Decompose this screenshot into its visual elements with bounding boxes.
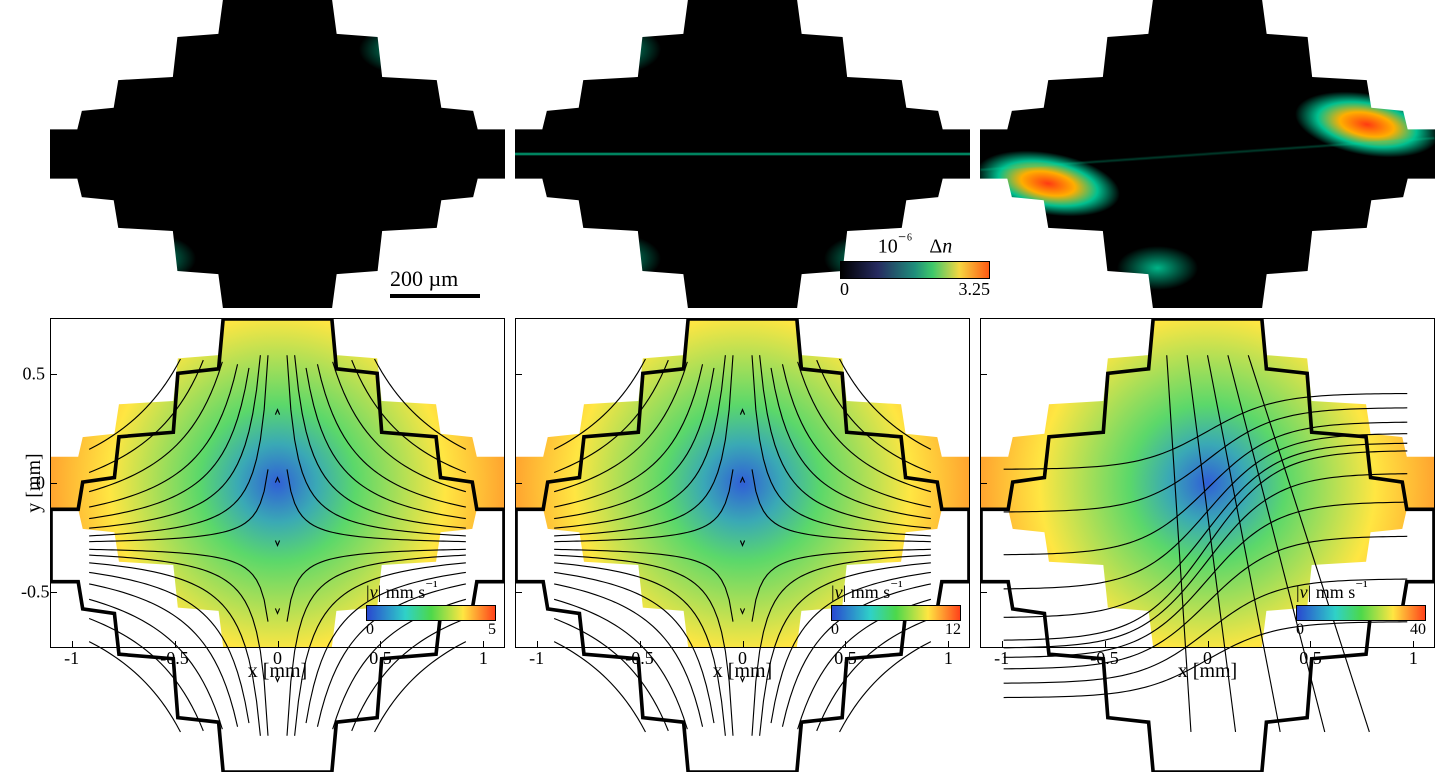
x-tick-label: 0.5	[1299, 648, 1322, 669]
x-tick-label: -1	[529, 648, 544, 669]
scale-bar-label: 200 µm	[390, 266, 458, 292]
birefringence-panel-0: 200 µm	[50, 0, 505, 308]
velocity-gradient	[366, 605, 496, 621]
birefringence-panel-2	[980, 0, 1435, 308]
x-tick-label: 1	[944, 648, 953, 669]
figure-root: 200 µm 10⁻⁶ Δn	[0, 0, 1440, 689]
x-tick-label: -1	[64, 648, 79, 669]
instability-lobe-lower-left	[952, 130, 1145, 237]
vmin: 0	[831, 621, 839, 639]
velocity-panel-0: y [mm] x [mm] |v| mm s⁻¹ 0 5 -1-0.500.51…	[50, 318, 505, 648]
x-tick-label: 0.5	[369, 648, 392, 669]
top-row: 200 µm 10⁻⁶ Δn	[50, 0, 1435, 308]
delta-n-exponent-sup: ⁻⁶	[898, 230, 913, 249]
birefringence-field-2	[980, 0, 1435, 308]
vmax: 5	[488, 621, 496, 639]
delta-n-symbol: Δn	[929, 236, 952, 258]
delta-n-colorbar: 10⁻⁶ Δn 0 3.25	[840, 230, 990, 300]
delta-n-max: 3.25	[959, 279, 991, 300]
instability-lobe-upper-right	[1270, 71, 1440, 178]
x-tick-label: 1	[479, 648, 488, 669]
x-tick-label: -0.5	[625, 648, 654, 669]
y-tick-label: -0.5	[21, 582, 45, 603]
x-tick-label: -0.5	[1090, 648, 1119, 669]
x-tick-label: -0.5	[160, 648, 189, 669]
velocity-panel-1: x [mm] |v| mm s⁻¹ 0 12 -1-0.500.51	[515, 318, 970, 648]
x-tick-label: 0	[738, 648, 747, 669]
vmin: 0	[366, 621, 374, 639]
birefringent-strand	[515, 152, 970, 156]
x-tick-label: -1	[994, 648, 1009, 669]
delta-n-exponent: 10	[878, 236, 898, 258]
scale-bar	[390, 294, 480, 298]
birefringence-field-0	[50, 0, 505, 308]
x-tick-label: 0.5	[834, 648, 857, 669]
vmax: 40	[1410, 621, 1426, 639]
y-tick-label: 0.5	[21, 363, 45, 384]
x-tick-label: 0	[1203, 648, 1212, 669]
x-tick-label: 0	[273, 648, 282, 669]
vmin: 0	[1296, 621, 1304, 639]
vmax: 12	[945, 621, 961, 639]
bottom-row: y [mm] x [mm] |v| mm s⁻¹ 0 5 -1-0.500.51…	[50, 318, 1435, 648]
velocity-gradient	[1296, 605, 1426, 621]
velocity-gradient	[831, 605, 961, 621]
velocity-colorbar-0: |v| mm s⁻¹ 0 5	[366, 577, 496, 639]
delta-n-gradient	[840, 261, 990, 279]
velocity-panel-2: x [mm] |v| mm s⁻¹ 0 40 -1-0.500.51	[980, 318, 1435, 648]
y-tick-label: 0	[21, 473, 45, 494]
velocity-colorbar-1: |v| mm s⁻¹ 0 12	[831, 577, 961, 639]
delta-n-min: 0	[840, 279, 849, 300]
velocity-colorbar-2: |v| mm s⁻¹ 0 40	[1296, 577, 1426, 639]
x-tick-label: 1	[1409, 648, 1418, 669]
